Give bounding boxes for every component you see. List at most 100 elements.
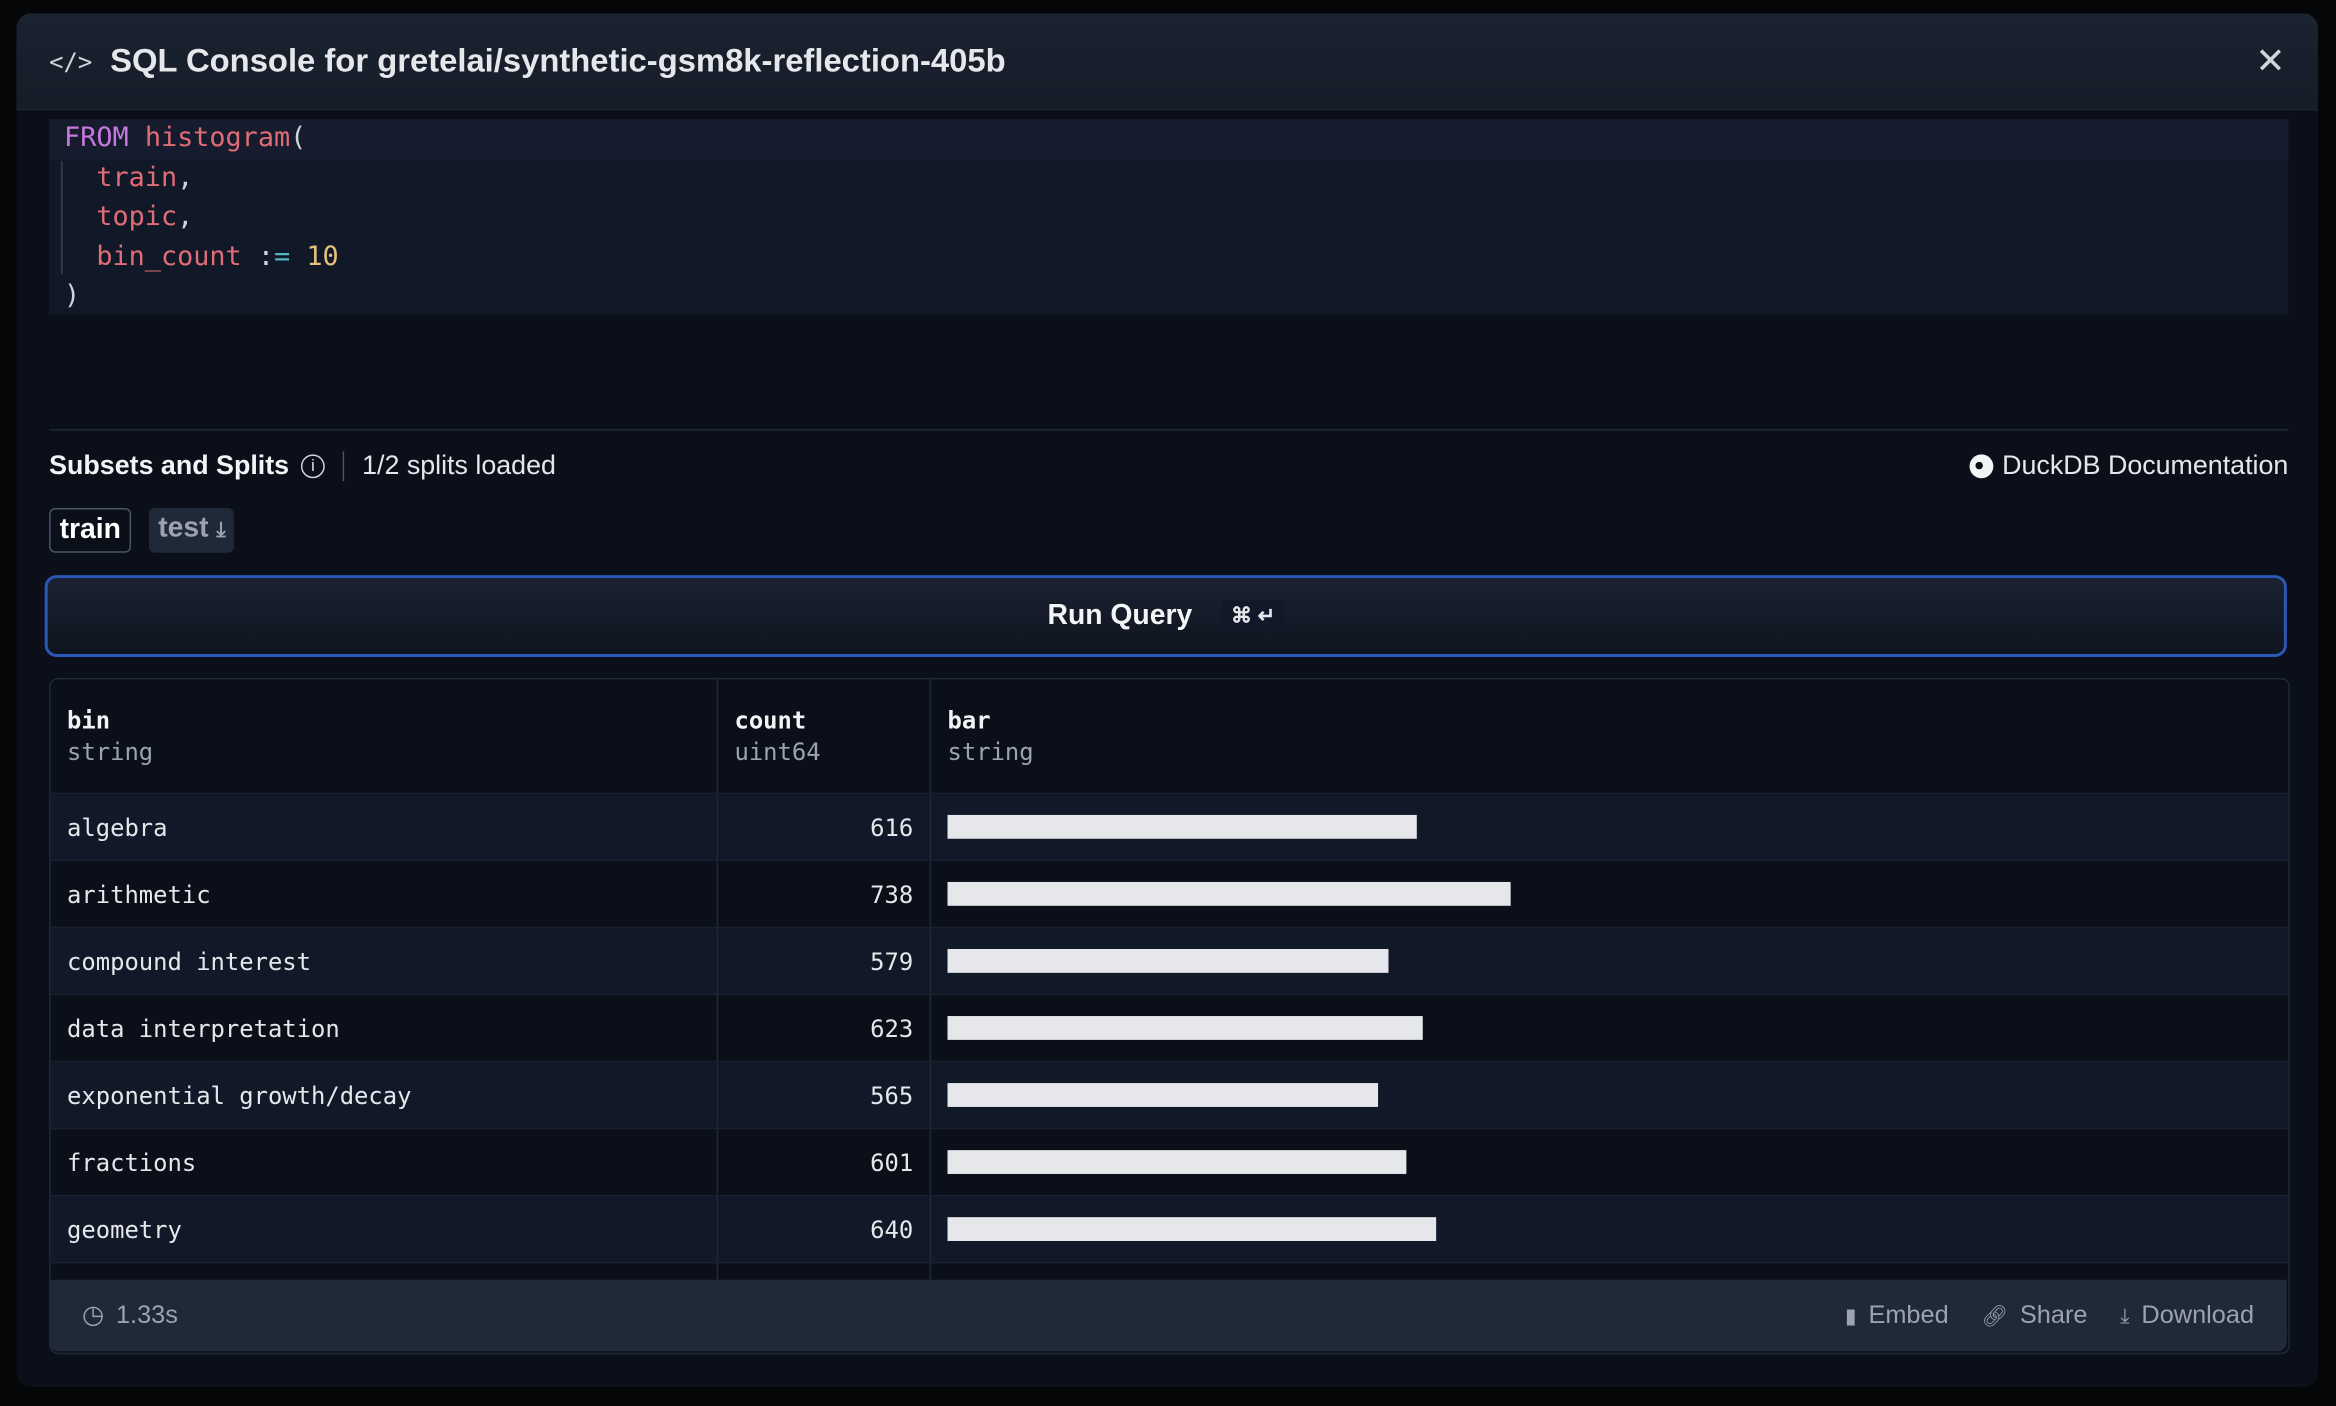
modal-title: SQL Console for gretelai/synthetic-gsm8k… [110,41,1006,79]
cell-bin: exponential growth/decay [51,1062,719,1128]
code-token: train [96,161,178,193]
subsets-title: Subsets and Splits [49,449,290,480]
results-table: bin string count uint64 bar string algebra 6… [49,677,2290,1355]
split-test[interactable]: test ⤓ [149,508,235,553]
code-line[interactable]: topic, [49,198,2288,237]
cell-bar [931,995,2288,1061]
sql-console-modal: </> SQL Console for gretelai/synthetic-g… [16,13,2319,1388]
code-token: , [177,161,194,193]
bar-mark [947,814,1418,839]
cell-bar [931,1196,2288,1262]
bar-mark [947,881,1511,906]
splits-status: 1/2 splits loaded [362,449,556,480]
bar-mark [947,1217,1436,1242]
separator [342,450,345,481]
code-token: ( [290,122,307,154]
duckdb-icon [1969,453,1994,478]
bar-mark [947,1016,1423,1040]
table-row[interactable]: geometry 640 [50,1196,2289,1264]
column-type: string [67,737,154,766]
cell-count: 623 [718,995,932,1061]
duckdb-docs-link[interactable]: DuckDB Documentation [1969,450,2288,481]
cell-count: 565 [718,1062,932,1128]
code-token: : [241,240,275,272]
column-header-count[interactable]: count uint64 [718,679,932,793]
info-icon[interactable]: i [301,453,325,478]
code-token: ) [64,280,81,312]
download-icon: ⤓ [216,516,226,541]
bar-mark [947,949,1390,973]
download-label: Download [2141,1300,2255,1329]
share-button[interactable]: 🔗︎ Share [1981,1301,2087,1331]
table-row[interactable]: compound interest 579 [50,928,2289,996]
cell-bar [931,1129,2288,1195]
code-token [64,162,96,193]
table-row[interactable]: data interpretation 623 [50,995,2289,1063]
sql-editor[interactable]: FROM histogram( train, topic, bin_count … [49,119,2289,316]
embed-label: Embed [1868,1300,1949,1329]
indent-guide [61,160,63,275]
code-line[interactable]: bin_count := 10 [49,238,2288,277]
column-type: uint64 [734,737,821,766]
cell-bar [931,928,2288,994]
download-button[interactable]: ⤓ Download [2120,1301,2254,1331]
cell-count: 579 [718,928,932,994]
code-token [290,241,306,272]
query-time: 1.33s [115,1300,178,1329]
code-token [64,201,96,232]
close-icon[interactable]: ✕ [2255,40,2286,82]
code-line[interactable]: FROM histogram( [49,119,2289,159]
bar-mark [947,1083,1379,1107]
code-line[interactable]: ) [49,277,2288,316]
code-token [129,122,145,153]
code-token [64,241,96,272]
column-name: bar [947,706,991,735]
split-tabs: train test ⤓ [49,508,235,553]
column-name: count [734,706,807,735]
clock-icon: ◷ [81,1300,105,1329]
cell-bin: algebra [51,794,719,860]
column-type: string [947,737,1034,766]
run-query-button[interactable]: Run Query ⌘ ↵ [44,575,2287,658]
code-icon: </> [49,46,93,76]
table-row[interactable]: exponential growth/decay 565 [50,1062,2289,1130]
table-row[interactable]: fractions 601 [50,1129,2289,1197]
cell-bar [931,794,2288,860]
column-header-bar[interactable]: bar string [931,679,2288,792]
code-token: histogram [144,122,291,154]
cell-count: 738 [718,861,932,927]
docs-label: DuckDB Documentation [2002,449,2289,480]
table-row[interactable]: algebra 616 [50,794,2289,862]
share-label: Share [2019,1300,2088,1329]
embed-icon: ▮ [1845,1302,1857,1327]
cell-bin: geometry [51,1196,719,1262]
column-name: bin [67,706,111,735]
cell-bin: compound interest [51,928,719,994]
code-token: topic [96,201,178,233]
cell-count: 601 [718,1129,932,1195]
table-row[interactable]: arithmetic 738 [50,861,2289,929]
cell-bar [931,861,2288,927]
code-line[interactable]: train, [49,159,2288,198]
table-header: bin string count uint64 bar string [50,679,2289,795]
divider [49,429,2289,431]
code-token: bin_count [96,240,242,272]
split-test-label: test [158,512,209,544]
download-icon: ⤓ [2120,1302,2130,1327]
results-footer: ◷ 1.33s ▮ Embed 🔗︎ Share ⤓ Download [49,1279,2287,1352]
code-token: , [177,201,194,233]
cell-count: 640 [718,1196,932,1262]
code-token: 10 [306,240,339,272]
code-token: = [274,240,291,272]
link-icon: 🔗︎ [1981,1302,2008,1327]
shortcut-hint: ⌘ ↵ [1222,600,1285,632]
cell-bin: fractions [51,1129,719,1195]
cell-bin: data interpretation [51,995,719,1061]
cell-count: 616 [718,794,932,860]
code-token: FROM [64,122,129,154]
bar-mark [947,1150,1406,1174]
split-train[interactable]: train [49,508,132,553]
column-header-bin[interactable]: bin string [51,679,719,793]
embed-button[interactable]: ▮ Embed [1845,1301,1949,1331]
run-query-label: Run Query [1047,599,1193,631]
